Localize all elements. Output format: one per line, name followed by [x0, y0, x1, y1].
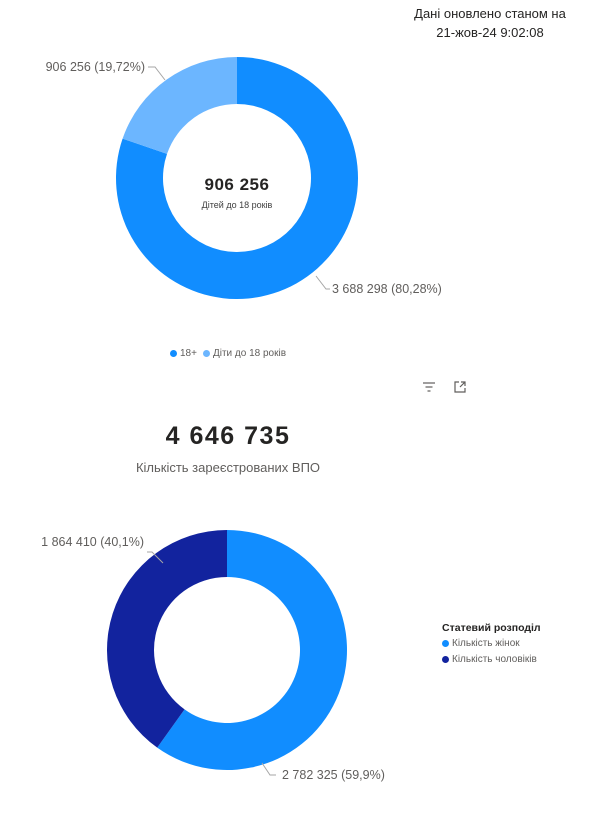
focus-mode-icon[interactable] — [452, 379, 468, 395]
legend-dot — [170, 350, 177, 357]
legend-dot — [202, 350, 210, 357]
gender-legend: Статевий розподіл Кількість жінок Кількі… — [442, 622, 541, 670]
legend-item-women[interactable]: Кількість жінок — [442, 638, 541, 649]
age-donut-chart: 906 256 Дітей до 18 років 906 256 (19,72… — [46, 57, 442, 299]
legend-label: Кількість чоловіків — [452, 654, 537, 665]
gender-donut-chart: 1 864 410 (40,1%) 2 782 325 (59,9%) — [41, 530, 385, 782]
legend-label: 18+ — [180, 348, 197, 359]
legend-item-adults[interactable]: 18+ — [170, 348, 197, 359]
age-slice-0[interactable] — [116, 57, 358, 299]
updated-line-1: Дані оновлено станом на — [414, 6, 566, 21]
filter-icon[interactable] — [421, 379, 437, 395]
leader-line — [148, 66, 166, 81]
kpi-label: Кількість зареєстрованих ВПО — [135, 460, 321, 475]
leader-line — [261, 762, 276, 776]
leader-line — [315, 275, 330, 290]
center-value: 906 256 — [205, 175, 270, 194]
legend-item-children[interactable]: Діти до 18 років — [202, 348, 287, 359]
age-slice-1[interactable] — [122, 57, 237, 154]
age-legend: 18+ Діти до 18 років — [170, 348, 286, 359]
data-label-men: 1 864 410 (40,1%) — [41, 535, 144, 549]
leader-line — [147, 551, 164, 564]
legend-title: Статевий розподіл — [442, 622, 541, 634]
legend-label: Кількість жінок — [452, 638, 520, 649]
updated-line-2: 21-жов-24 9:02:08 — [436, 25, 544, 40]
data-label-adults: 3 688 298 (80,28%) — [332, 282, 442, 296]
legend-label: Діти до 18 років — [212, 348, 287, 359]
gender-slice-0[interactable] — [157, 530, 347, 770]
gender-slice-1[interactable] — [106, 530, 227, 748]
kpi-value: 4 646 735 — [165, 422, 291, 450]
legend-dot — [442, 640, 449, 647]
legend-dot — [442, 656, 449, 663]
legend-item-men[interactable]: Кількість чоловіків — [442, 654, 541, 665]
data-updated-note: Дані оновлено станом на 21-жов-24 9:02:0… — [400, 4, 580, 42]
data-label-children: 906 256 (19,72%) — [46, 60, 145, 74]
center-label: Дітей до 18 років — [202, 200, 273, 210]
data-label-women: 2 782 325 (59,9%) — [282, 768, 385, 782]
